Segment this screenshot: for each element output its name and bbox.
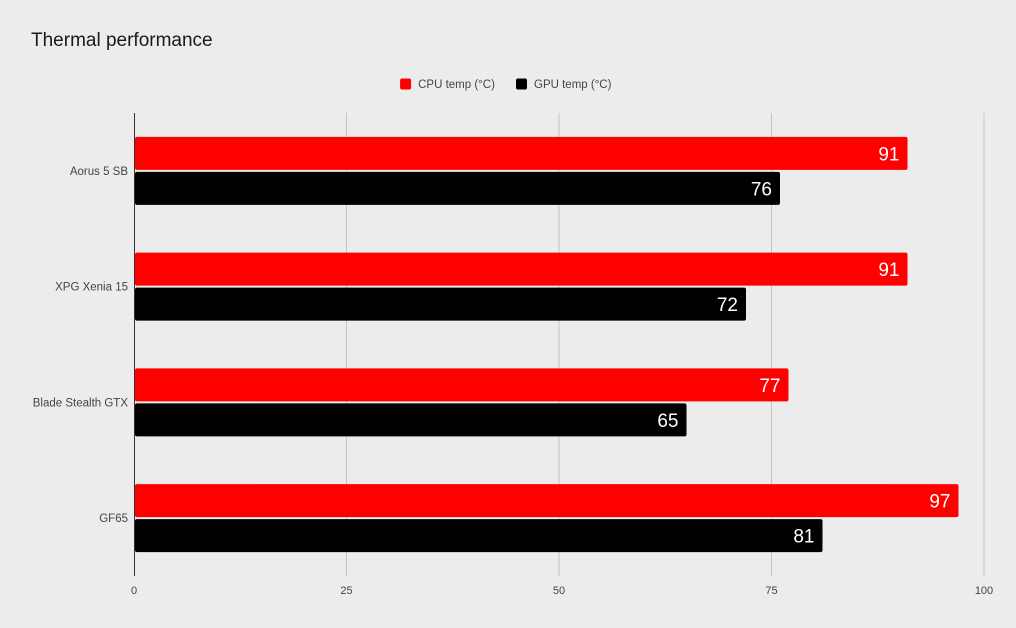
legend-swatch xyxy=(516,78,527,90)
x-tick-label: 25 xyxy=(340,585,352,597)
x-tick-label: 100 xyxy=(975,585,993,597)
bars: 91 76 91 72 77 65 97 81 xyxy=(135,136,959,553)
category-label: GF65 xyxy=(99,513,128,525)
legend-swatch xyxy=(400,78,412,90)
data-label: 76 xyxy=(751,179,772,200)
bar-gpu xyxy=(135,403,687,437)
category-label: Aorus 5 SB xyxy=(70,166,128,178)
legend-label: GPU temp (°C) xyxy=(534,79,612,91)
x-tick-label: 75 xyxy=(765,585,777,597)
bar-gpu xyxy=(135,287,746,321)
bar-cpu xyxy=(135,484,959,518)
bar-cpu xyxy=(135,136,908,170)
category-label: XPG Xenia 15 xyxy=(55,282,128,294)
data-label: 97 xyxy=(929,492,950,513)
x-tick-label: 50 xyxy=(553,585,565,597)
bar-cpu xyxy=(135,368,789,402)
legend: CPU temp (°C) GPU temp (°C) xyxy=(400,78,612,91)
bar-gpu xyxy=(135,171,780,205)
bar-gpu xyxy=(135,519,823,553)
x-tick-label: 0 xyxy=(131,585,137,597)
data-label: 77 xyxy=(759,376,780,397)
chart-title: Thermal performance xyxy=(31,30,213,51)
category-label: Blade Stealth GTX xyxy=(33,397,129,409)
axes: 0 25 50 75 100 Aorus 5 SB XPG Xenia 15 Blade St… xyxy=(33,113,993,597)
data-label: 65 xyxy=(657,411,678,432)
data-label: 81 xyxy=(793,527,814,548)
legend-label: CPU temp (°C) xyxy=(418,79,495,91)
bar-cpu xyxy=(135,252,908,286)
data-label: 72 xyxy=(717,295,738,316)
data-label: 91 xyxy=(878,144,899,165)
data-label: 91 xyxy=(878,260,899,281)
